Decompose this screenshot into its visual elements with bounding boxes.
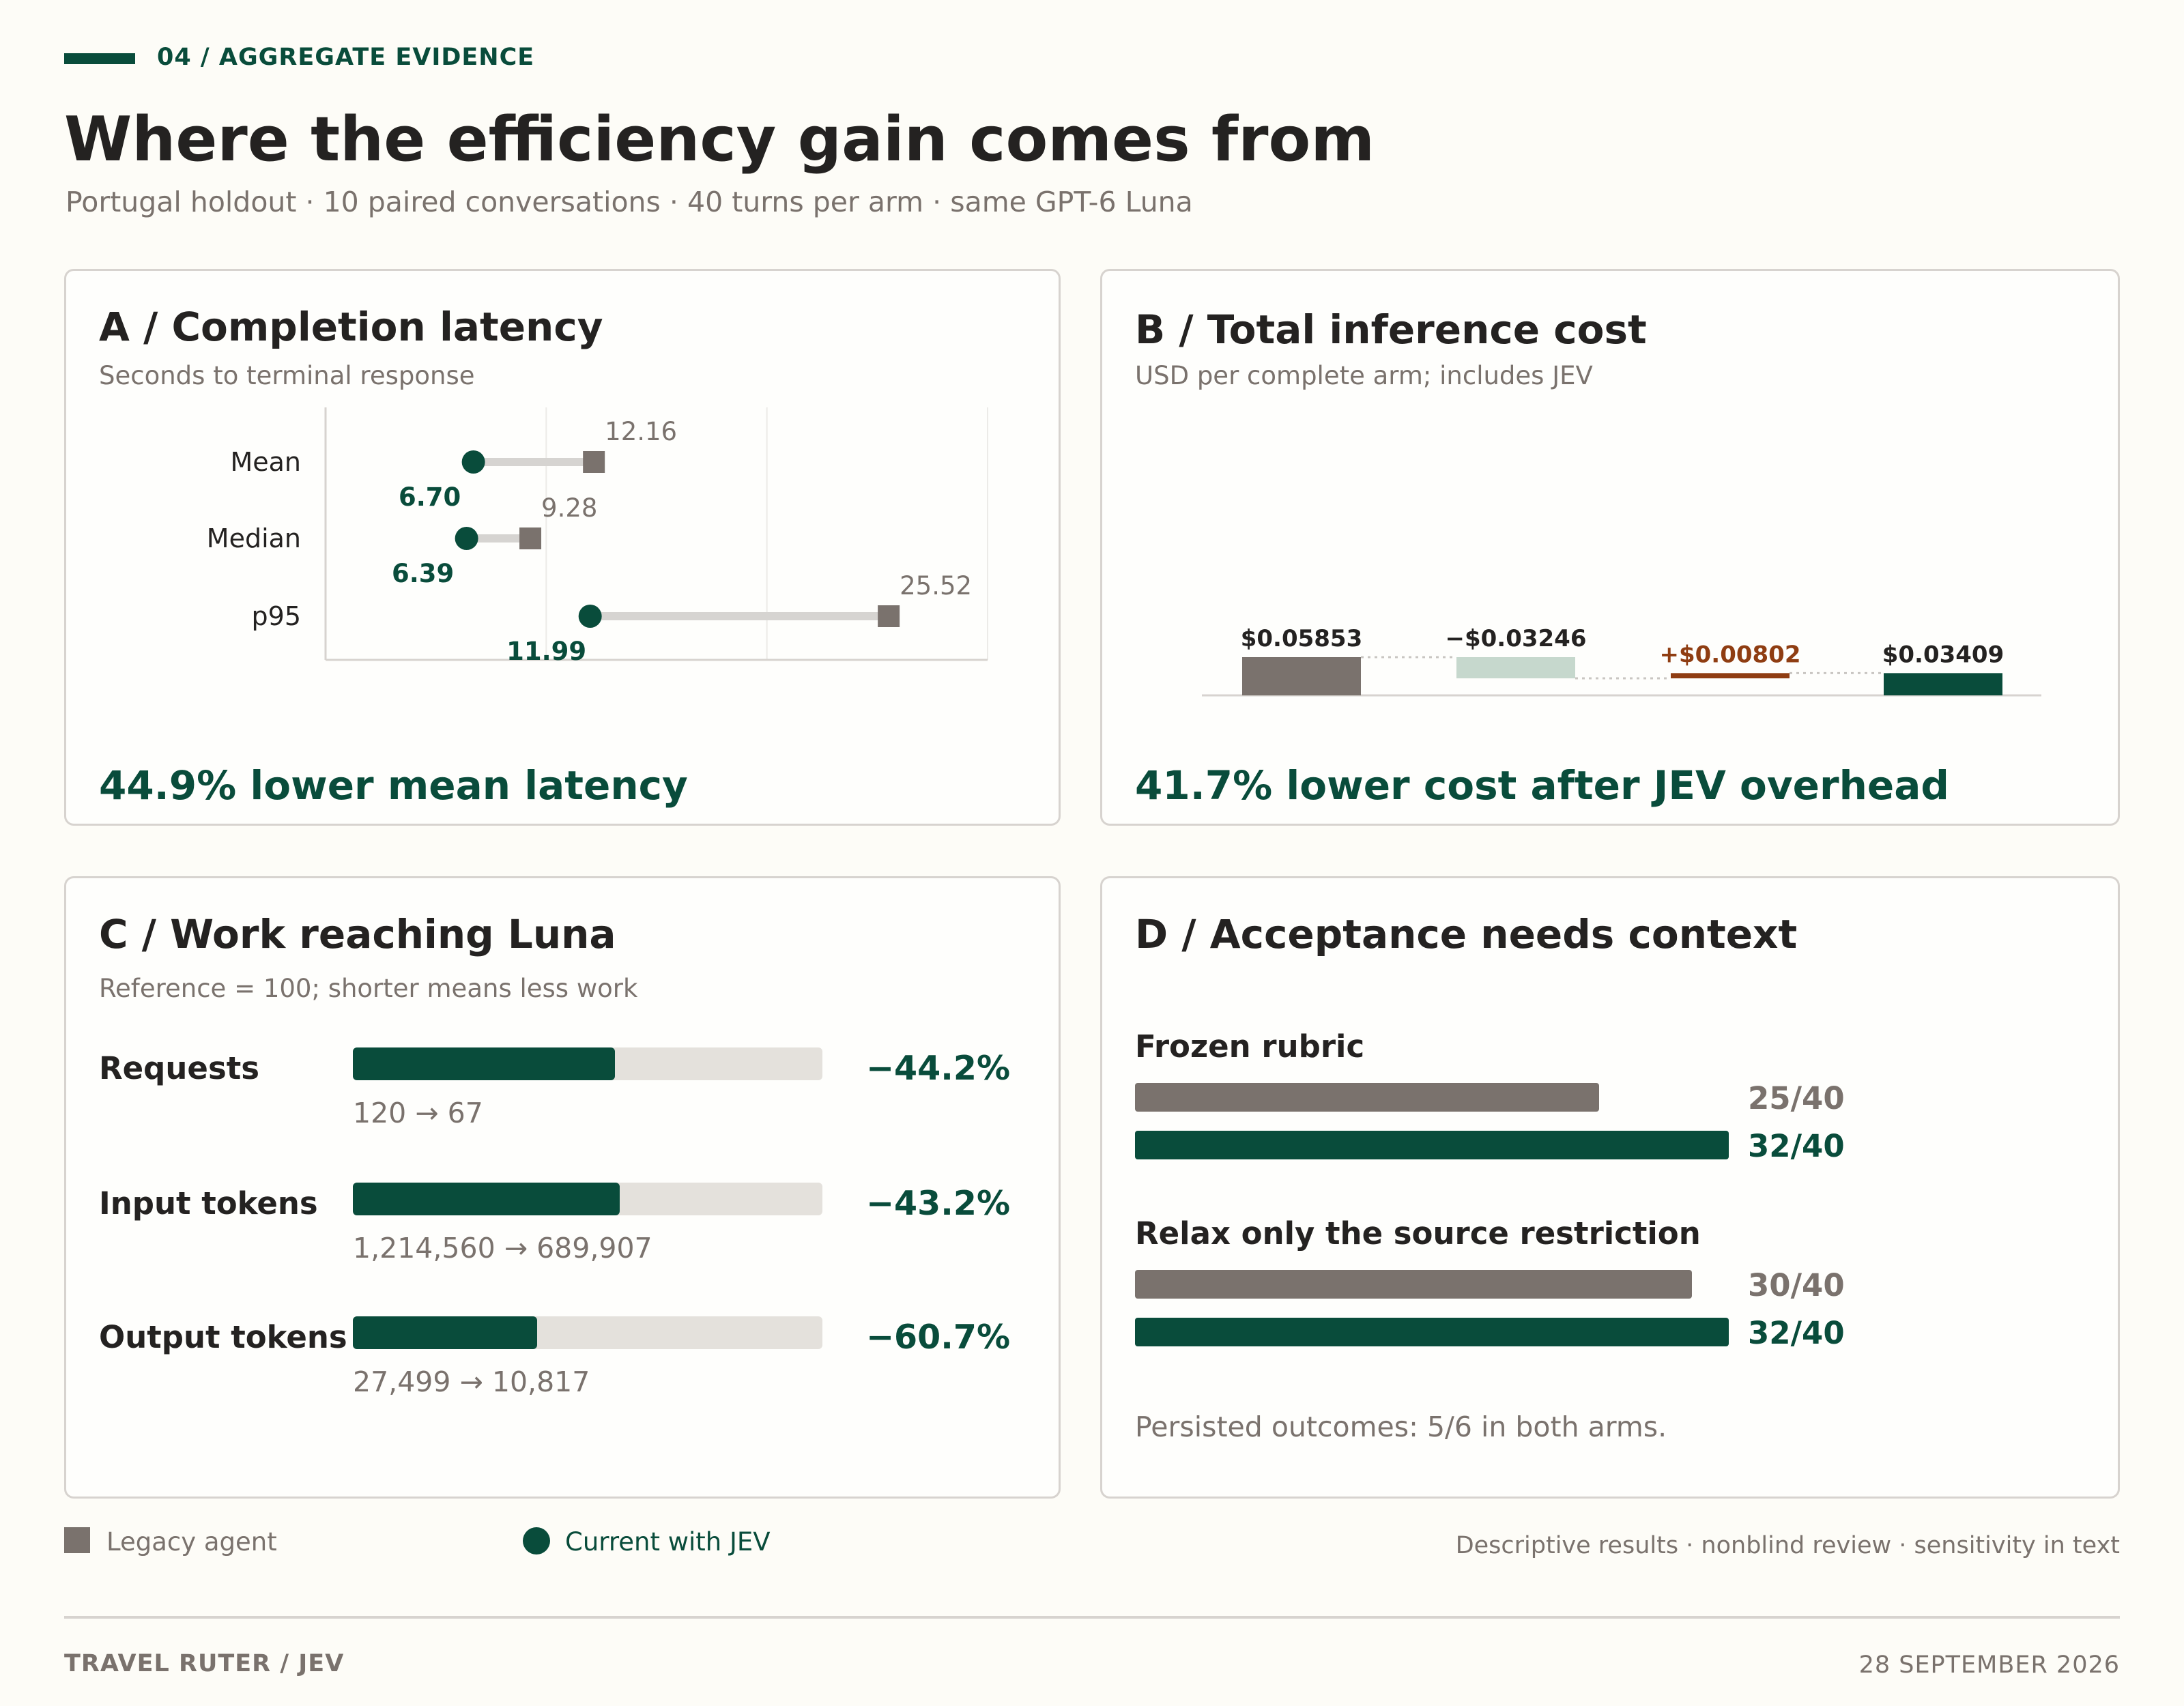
current-value-label: 6.70 — [399, 482, 461, 512]
metric-detail: 120 → 67 — [353, 1097, 483, 1129]
acceptance-group-frozen-rubric: Frozen rubric 25/40 32/40 — [1135, 1028, 2090, 1199]
category-label: Median — [207, 523, 301, 553]
legacy-point — [519, 527, 542, 549]
legacy-point — [878, 605, 900, 627]
metric-fill — [353, 1183, 620, 1215]
acceptance-value-legacy: 30/40 — [1748, 1267, 1845, 1303]
footer-divider — [64, 1616, 2120, 1619]
footer-date: 28 SEPTEMBER 2026 — [1858, 1651, 2120, 1679]
acceptance-bar-legacy — [1135, 1270, 1692, 1299]
persisted-outcomes-note: Persisted outcomes: 5/6 in both arms. — [1135, 1411, 1667, 1443]
metric-change: −44.2% — [866, 1049, 1011, 1088]
metric-change: −60.7% — [866, 1318, 1011, 1357]
metric-change: −43.2% — [866, 1184, 1011, 1223]
metric-label: Output tokens — [99, 1319, 347, 1355]
panel-c-title: C / Work reaching Luna — [99, 911, 616, 957]
category-label: Current — [1898, 712, 1987, 714]
kicker-accent-bar — [64, 53, 135, 64]
panel-d-title: D / Acceptance needs context — [1135, 911, 1798, 957]
metric-label: Requests — [99, 1050, 260, 1086]
panel-b-subtitle: USD per complete arm; includes JEV — [1135, 361, 1593, 390]
acceptance-group-label: Relax only the source restriction — [1135, 1215, 1701, 1252]
legend-legacy-square-icon — [64, 1527, 90, 1553]
metric-row-requests: Requests −44.2% 120 → 67 — [99, 1047, 1054, 1170]
acceptance-value-current: 32/40 — [1748, 1315, 1845, 1351]
legend-current-circle-icon — [523, 1527, 550, 1555]
acceptance-value-current: 32/40 — [1748, 1128, 1845, 1164]
metric-track — [353, 1047, 822, 1080]
current-point — [578, 605, 602, 628]
panel-inference-cost: B / Total inference cost USD per complet… — [1100, 269, 2120, 826]
panel-a-takeaway: 44.9% lower mean latency — [99, 762, 688, 809]
footer-brand: TRAVEL RUTER / JEV — [64, 1650, 345, 1677]
current-value-label: 11.99 — [506, 637, 586, 666]
latency-dumbbell-chart: 0102030Mean12.166.70Median9.286.39p9525.… — [207, 407, 988, 666]
metric-track — [353, 1316, 822, 1349]
acceptance-bar-legacy — [1135, 1083, 1599, 1112]
section-kicker: 04 / AGGREGATE EVIDENCE — [157, 44, 535, 71]
panel-work-reaching-luna: C / Work reaching Luna Reference = 100; … — [64, 876, 1061, 1499]
panel-c-subtitle: Reference = 100; shorter means less work — [99, 974, 638, 1003]
bar-value-label: −$0.03246 — [1445, 625, 1586, 652]
waterfall-bar — [1242, 657, 1361, 695]
acceptance-bar-current — [1135, 1131, 1729, 1159]
legend-legacy-label: Legacy agent — [106, 1527, 277, 1557]
page-title: Where the efficiency gain comes from — [64, 104, 1375, 175]
category-label: Mean — [230, 447, 301, 477]
current-point — [461, 450, 485, 474]
page-subtitle: Portugal holdout · 10 paired conversatio… — [66, 186, 1193, 218]
panel-a-title: A / Completion latency — [99, 304, 603, 350]
current-point — [455, 527, 478, 550]
panel-a-subtitle: Seconds to terminal response — [99, 361, 475, 390]
metric-fill — [353, 1316, 538, 1349]
metric-row-output-tokens: Output tokens −60.7% 27,499 → 10,817 — [99, 1316, 1054, 1439]
legacy-value-label: 25.52 — [900, 571, 972, 601]
panel-acceptance-context: D / Acceptance needs context Frozen rubr… — [1100, 876, 2120, 1499]
metric-label: Input tokens — [99, 1185, 318, 1221]
metric-row-input-tokens: Input tokens −43.2% 1,214,560 → 689,907 — [99, 1183, 1054, 1305]
metric-detail: 27,499 → 10,817 — [353, 1365, 590, 1398]
bar-value-label: +$0.00802 — [1659, 641, 1800, 668]
legend-current-label: Current with JEV — [565, 1527, 771, 1557]
category-label: JEV — [1710, 712, 1749, 714]
bar-value-label: $0.05853 — [1241, 625, 1363, 652]
waterfall-bar — [1671, 673, 1790, 679]
legacy-point — [583, 451, 605, 473]
cost-waterfall-chart: $0.05853Legacy−$0.03246Lunadifference+$0… — [1202, 625, 2041, 714]
category-label: Luna — [1487, 712, 1545, 714]
footnote: Descriptive results · nonblind review · … — [1455, 1532, 2120, 1559]
acceptance-group-label: Frozen rubric — [1135, 1028, 1365, 1065]
waterfall-bar — [1456, 657, 1575, 679]
panel-b-takeaway: 41.7% lower cost after JEV overhead — [1135, 762, 1949, 809]
waterfall-bar — [1884, 673, 2002, 695]
metric-detail: 1,214,560 → 689,907 — [353, 1232, 652, 1264]
acceptance-bar-current — [1135, 1318, 1729, 1346]
bar-value-label: $0.03409 — [1882, 641, 2005, 668]
category-label: Legacy — [1259, 712, 1344, 714]
acceptance-group-relax-source: Relax only the source restriction 30/40 … — [1135, 1215, 2090, 1386]
current-value-label: 6.39 — [392, 559, 454, 588]
metric-track — [353, 1183, 822, 1215]
panel-b-title: B / Total inference cost — [1135, 306, 1647, 353]
panel-completion-latency: A / Completion latency Seconds to termin… — [64, 269, 1061, 826]
legacy-value-label: 9.28 — [541, 493, 597, 523]
legacy-value-label: 12.16 — [605, 417, 677, 446]
acceptance-value-legacy: 25/40 — [1748, 1080, 1845, 1116]
metric-fill — [353, 1047, 615, 1080]
category-label: p95 — [252, 601, 301, 631]
